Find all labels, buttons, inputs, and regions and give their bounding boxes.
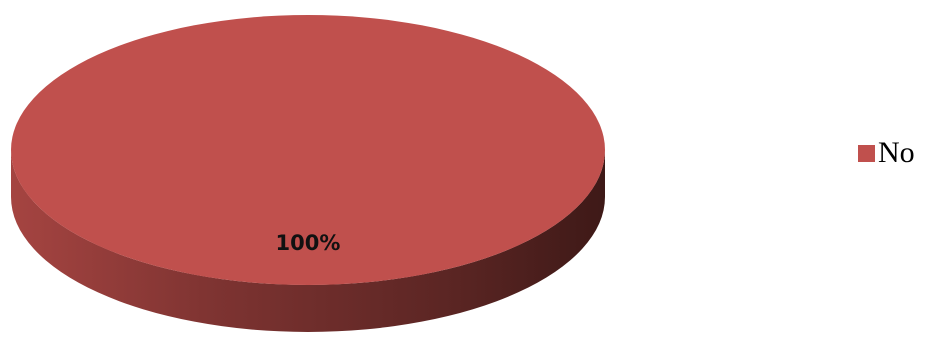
data-label-no: 100% [276,231,341,255]
legend: No [858,136,915,170]
pie-slices [11,15,605,332]
legend-label-no: No [878,136,915,169]
pie-slice-no [11,15,605,285]
legend-swatch-no [858,144,875,162]
pie-slice-side-no [11,150,605,332]
